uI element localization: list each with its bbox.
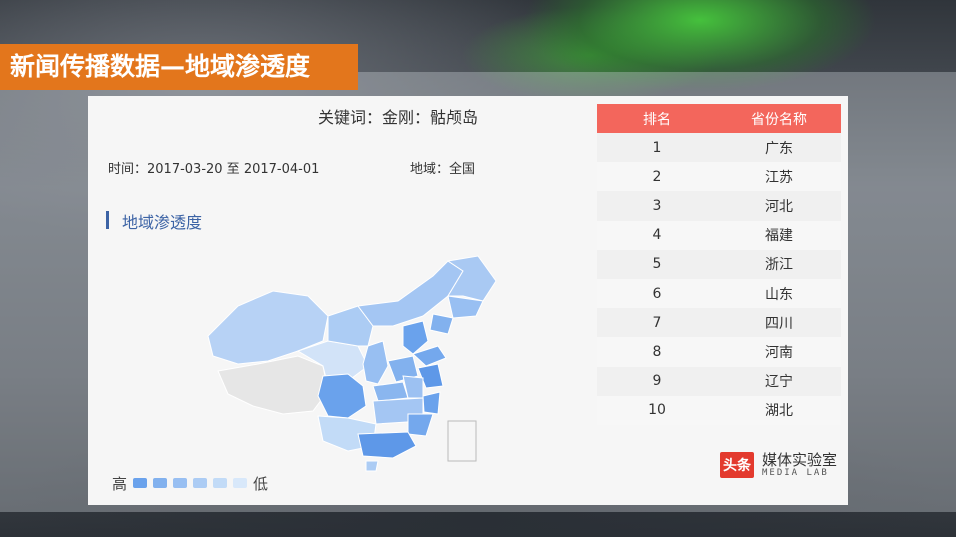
toutiao-logo-icon: 头条: [720, 452, 754, 479]
map-region-liaoning: [429, 313, 454, 335]
map-region-jilin: [447, 295, 484, 319]
legend-low-label: 低: [253, 474, 269, 493]
rank-cell: 10: [648, 402, 666, 419]
rank-cell: 8: [652, 343, 662, 360]
legend-swatch-1: [133, 478, 148, 488]
rank-cell: 2: [652, 168, 662, 185]
map-region-henan: [387, 355, 419, 383]
rank-cell: 3: [652, 197, 662, 214]
map-region-hubei: [372, 381, 409, 402]
map-region-inner-mongolia: [357, 260, 464, 327]
china-penetration-map: [207, 255, 497, 472]
table-row: 9 辽宁: [597, 366, 841, 396]
brand-text: 媒体实验室 MEDIA LAB: [762, 452, 837, 478]
province-cell: 辽宁: [765, 374, 793, 391]
ranking-table-body: 1 广东 2 江苏 3 河北 4 福建 5 浙江 6 山东 7 四川 8 河南 9 辽宁 10 湖北: [597, 133, 841, 425]
ranking-table: 排名 省份名称 1 广东 2 江苏 3 河北 4 福建 5 浙江 6 山东 7 四川 8 河南 …: [597, 104, 841, 425]
brand-logo-block: 头条 媒体实验室 MEDIA LAB: [720, 452, 837, 479]
legend-swatch-4: [193, 478, 208, 488]
table-row: 7 四川: [597, 308, 841, 338]
table-row: 2 江苏: [597, 162, 841, 192]
map-south-china-sea-inset: [447, 420, 477, 462]
province-cell: 湖北: [765, 403, 793, 420]
map-region-xinjiang: [207, 290, 329, 365]
legend-swatch-2: [153, 478, 168, 488]
map-region-hainan: [365, 460, 379, 472]
province-cell: 山东: [765, 286, 793, 303]
section-heading: 地域渗透度: [106, 209, 202, 233]
table-row: 1 广东: [597, 133, 841, 163]
legend-swatch-3: [173, 478, 188, 488]
map-region-heilongjiang: [446, 255, 497, 302]
map-region-tibet: [217, 355, 329, 415]
province-cell: 福建: [765, 228, 793, 245]
map-region-shandong: [412, 345, 447, 367]
rank-cell: 4: [652, 227, 662, 244]
keywords-label: 关键词：金刚：骷颅岛: [317, 108, 478, 127]
province-cell: 江苏: [765, 169, 793, 186]
time-range-label: 时间：2017-03-20 至 2017-04-01: [108, 162, 320, 177]
section-accent-bar: [106, 211, 109, 229]
map-region-guangdong: [357, 431, 417, 459]
legend-swatch-5: [213, 478, 228, 488]
rank-cell: 1: [652, 139, 662, 156]
rank-cell: 5: [652, 256, 662, 273]
section-title: 地域渗透度: [122, 213, 203, 232]
province-cell: 浙江: [765, 257, 793, 274]
province-cell: 四川: [765, 315, 793, 332]
province-cell: 河南: [765, 344, 793, 361]
brand-name-en: MEDIA LAB: [762, 467, 829, 478]
map-region-sichuan: [317, 373, 367, 419]
table-row: 3 河北: [597, 191, 841, 221]
map-region-shaanxi: [362, 340, 389, 385]
map-legend: 高 低: [112, 472, 268, 494]
header-province: 省份名称: [751, 111, 807, 128]
table-row: 4 福建: [597, 220, 841, 250]
rank-cell: 7: [652, 314, 662, 331]
header-rank: 排名: [643, 111, 671, 128]
map-region-zhejiang: [422, 391, 441, 415]
rank-cell: 9: [652, 373, 662, 390]
table-row: 10 湖北: [597, 395, 841, 425]
legend-high-label: 高: [112, 474, 128, 493]
rank-cell: 6: [652, 285, 662, 302]
map-region-hebei: [402, 320, 429, 355]
province-cell: 河北: [765, 198, 793, 215]
ranking-table-header: 排名 省份名称: [597, 104, 841, 133]
table-row: 8 河南: [597, 337, 841, 367]
map-region-fujian: [407, 413, 434, 437]
brand-name-cn: 媒体实验室: [762, 451, 838, 469]
legend-swatch-6: [233, 478, 248, 488]
region-label: 地域：全国: [410, 162, 476, 177]
page-title: 新闻传播数据—地域渗透度: [0, 44, 358, 90]
table-row: 5 浙江: [597, 249, 841, 279]
table-row: 6 山东: [597, 278, 841, 309]
province-cell: 广东: [765, 140, 793, 157]
